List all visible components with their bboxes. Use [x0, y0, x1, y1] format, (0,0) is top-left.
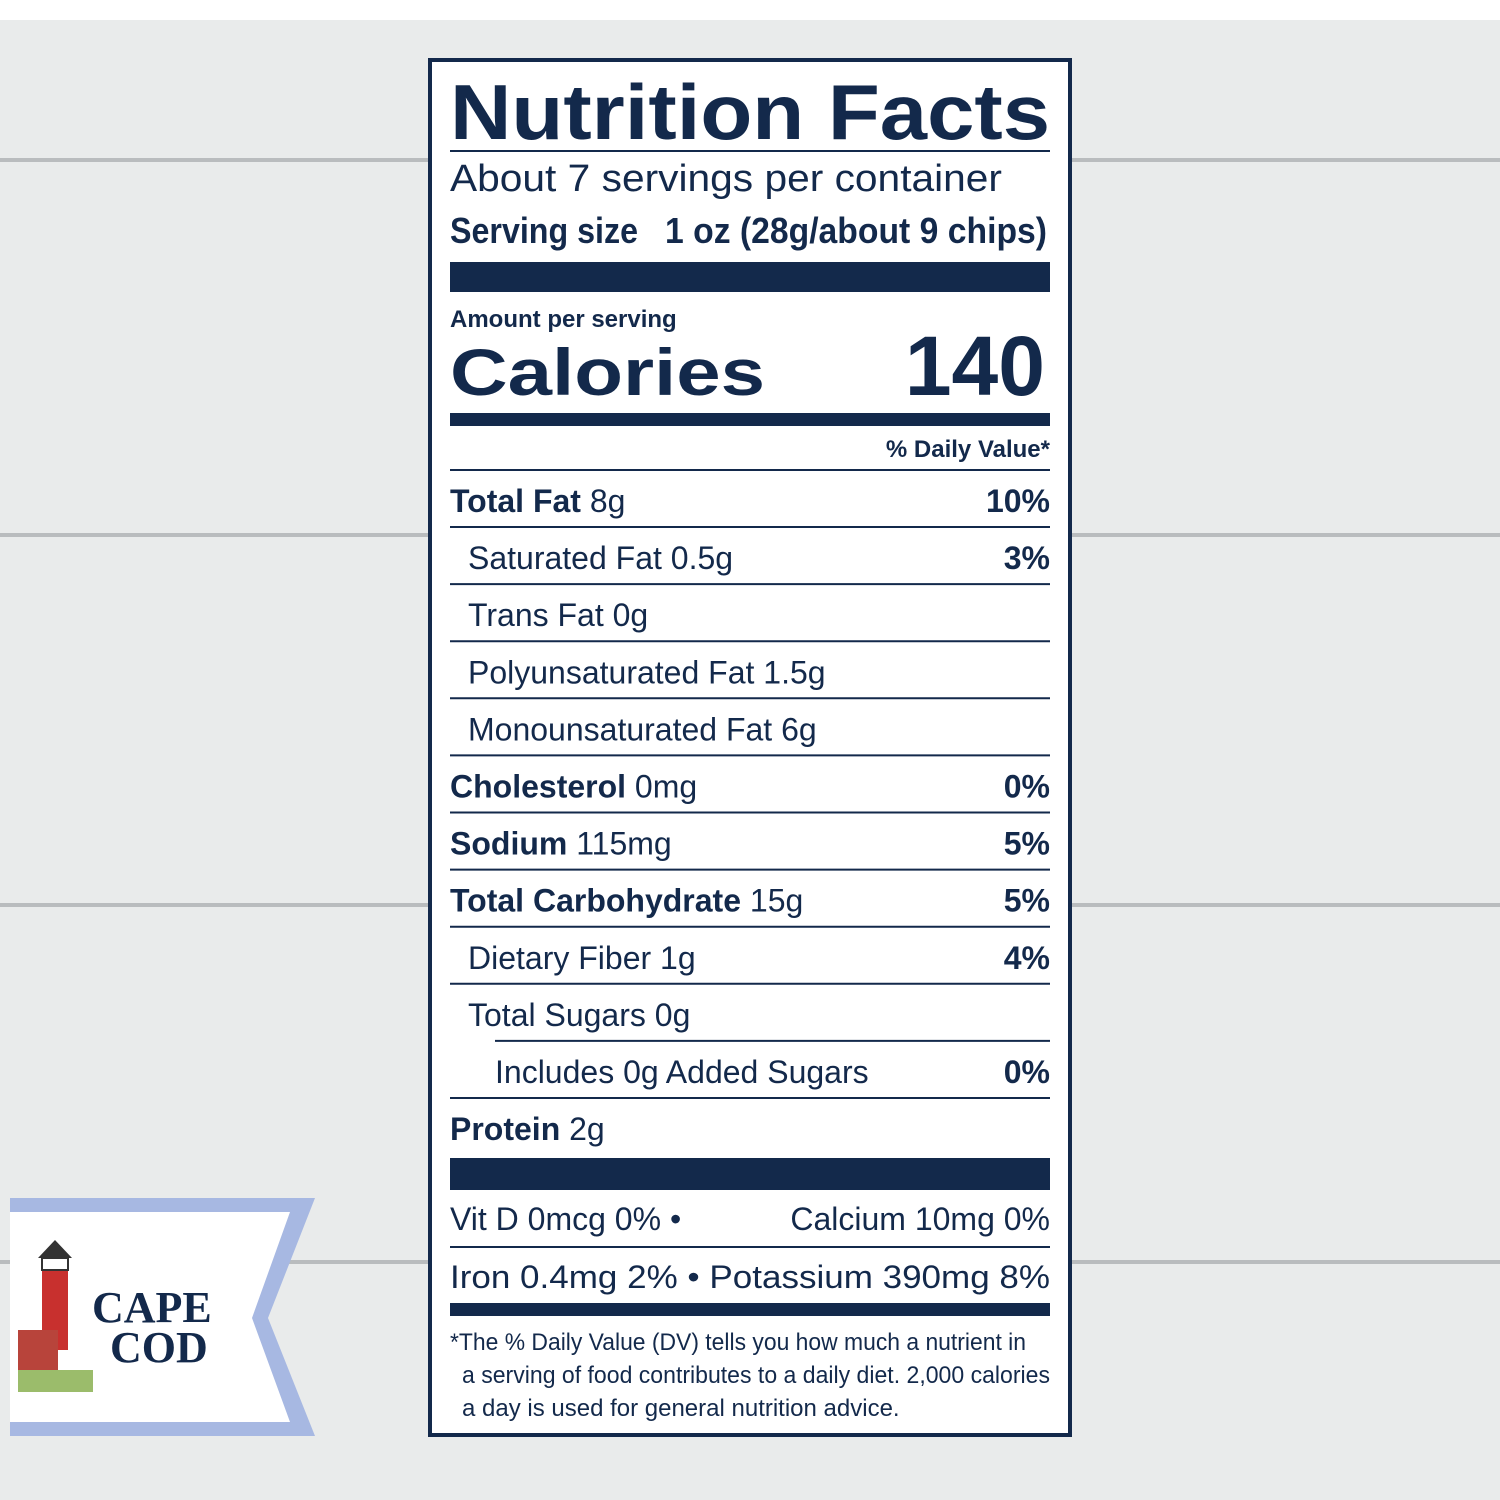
vitamin-text: Vit D 0mcg 0% •: [450, 1201, 681, 1237]
nutrient-row: Cholesterol 0mg: [450, 769, 697, 805]
nutrient-row: Monounsaturated Fat 6g: [468, 711, 817, 747]
nutrient-amount: 115mg: [576, 826, 671, 862]
daily-value: 5%: [1004, 883, 1050, 919]
nutrient-name: Polyunsaturated Fat: [468, 654, 755, 690]
title: Nutrition Facts: [450, 68, 1050, 156]
vitamin-text: Calcium 10mg 0%: [790, 1201, 1050, 1237]
footnote: a serving of food contributes to a daily…: [462, 1362, 1050, 1389]
daily-value: 0%: [1004, 1054, 1050, 1090]
nutrient-amount: 1g: [660, 940, 696, 976]
amount-per-serving: Amount per serving: [450, 306, 677, 333]
daily-value: 5%: [1004, 826, 1050, 862]
nutrient-amount: 6g: [781, 711, 817, 747]
nutrient-row: Protein 2g: [450, 1111, 605, 1147]
daily-value: 3%: [1004, 540, 1050, 576]
footnote: a day is used for general nutrition advi…: [462, 1395, 900, 1422]
servings: About 7 servings per container: [450, 158, 1002, 200]
logo-text: COD: [110, 1323, 208, 1372]
nutrient-amount: 0.5g: [671, 540, 733, 576]
serving-size-value: 1 oz (28g/about 9 chips): [665, 210, 1047, 251]
daily-value: 4%: [1004, 940, 1050, 976]
medium-bar: [450, 1303, 1050, 1316]
calories-label: Calories: [450, 335, 765, 409]
footnote: *The % Daily Value (DV) tells you how mu…: [450, 1329, 1026, 1356]
nutrient-row: Polyunsaturated Fat 1.5g: [468, 654, 826, 690]
nutrient-row: Includes 0g Added Sugars: [495, 1054, 869, 1090]
thick-bar: [450, 1158, 1050, 1190]
daily-value: 0%: [1004, 769, 1050, 805]
nutrient-amount: 2g: [569, 1111, 605, 1147]
calories-value: 140: [905, 319, 1045, 413]
thick-bar: [450, 262, 1050, 292]
nutrient-row: Dietary Fiber 1g: [468, 940, 696, 976]
nutrient-row: Trans Fat 0g: [468, 597, 648, 633]
nutrient-name: Monounsaturated Fat: [468, 711, 772, 747]
daily-value: 10%: [986, 483, 1050, 519]
vitamin-text: Iron 0.4mg 2% • Potassium 390mg 8%: [450, 1259, 1050, 1295]
nutrient-name: Protein: [450, 1111, 560, 1147]
logo-text: CAPE: [92, 1283, 212, 1332]
nutrient-row: Sodium 115mg: [450, 826, 672, 862]
nutrient-name: Total Fat: [450, 483, 581, 519]
nutrient-name: Saturated Fat: [468, 540, 662, 576]
nutrient-name: Dietary Fiber: [468, 940, 652, 976]
medium-bar: [450, 413, 1050, 426]
daily-value-header: % Daily Value*: [886, 436, 1051, 463]
nutrient-amount: 15g: [750, 883, 803, 919]
nutrient-name: Total Sugars: [468, 997, 646, 1033]
nutrient-name: Includes 0g Added Sugars: [495, 1054, 869, 1090]
nutrient-name: Total Carbohydrate: [450, 883, 741, 919]
nutrient-name: Trans Fat: [468, 597, 604, 633]
nutrient-row: Saturated Fat 0.5g: [468, 540, 733, 576]
nutrient-amount: 0g: [613, 597, 649, 633]
nutrient-row: Total Carbohydrate 15g: [450, 883, 803, 919]
nutrient-amount: 8g: [590, 483, 626, 519]
nutrient-row: Total Sugars 0g: [468, 997, 690, 1033]
nutrient-amount: 0g: [655, 997, 691, 1033]
nutrient-name: Sodium: [450, 826, 567, 862]
nutrient-row: Total Fat 8g: [450, 483, 625, 519]
nutrient-amount: 1.5g: [763, 654, 825, 690]
nutrient-amount: 0mg: [635, 769, 697, 805]
serving-size-label: Serving size: [450, 210, 638, 251]
logo: CAPE COD: [10, 1198, 315, 1436]
nutrient-name: Cholesterol: [450, 769, 626, 805]
